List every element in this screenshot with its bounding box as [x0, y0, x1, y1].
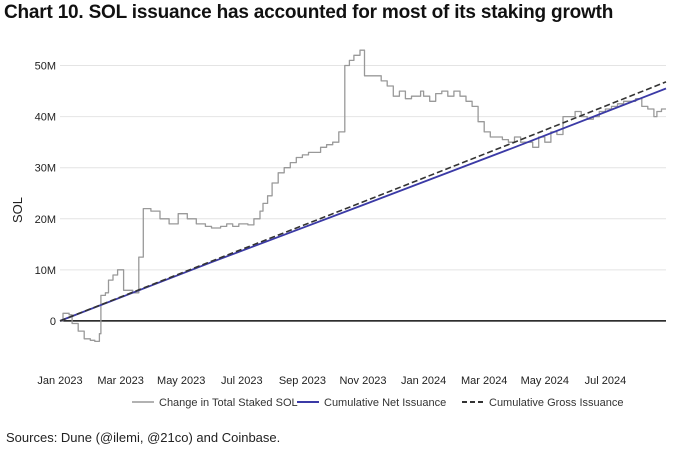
series-lines [59, 49, 667, 343]
legend-label: Cumulative Net Issuance [324, 397, 446, 409]
x-tick-label: May 2023 [157, 375, 205, 387]
x-tick-label: May 2024 [521, 375, 569, 387]
series-step-line [60, 49, 666, 343]
x-tick-label: Sep 2023 [279, 375, 326, 387]
y-tick-label: 10M [35, 265, 56, 277]
y-tick-label: 30M [35, 163, 56, 175]
x-tick-label: Nov 2023 [339, 375, 386, 387]
series-dashed-line [59, 81, 667, 322]
x-tick-label: Jan 2024 [401, 375, 446, 387]
x-tick-label: Jan 2023 [37, 375, 82, 387]
x-axis-ticks: Jan 2023 Mar 2023 May 2023 Jul 2023 Sep 2023… [37, 375, 626, 387]
legend: Change in Total Staked SOL Cumulative Net… [132, 397, 624, 409]
y-tick-label: 0 [50, 316, 56, 328]
chart-title: Chart 10. SOL issuance has accounted for… [4, 2, 614, 23]
grid-lines [60, 65, 666, 271]
legend-label: Cumulative Gross Issuance [489, 397, 624, 409]
y-axis-label: SOL [10, 197, 25, 223]
y-tick-label: 40M [35, 112, 56, 124]
x-tick-label: Jul 2023 [221, 375, 263, 387]
y-tick-label: 50M [35, 61, 56, 73]
legend-label: Change in Total Staked SOL [159, 397, 298, 409]
x-tick-label: Mar 2023 [97, 375, 143, 387]
source-note: Sources: Dune (@ilemi, @21co) and Coinba… [6, 430, 281, 445]
x-tick-label: Mar 2024 [461, 375, 507, 387]
x-tick-label: Jul 2024 [585, 375, 627, 387]
y-axis-ticks: 0 10M 20M 30M 40M 50M [35, 61, 56, 328]
y-tick-label: 20M [35, 214, 56, 226]
line-chart: 0 10M 20M 30M 40M 50M Jan 2023 Mar 2023 May 202… [10, 49, 667, 409]
series-line-line [59, 87, 667, 322]
